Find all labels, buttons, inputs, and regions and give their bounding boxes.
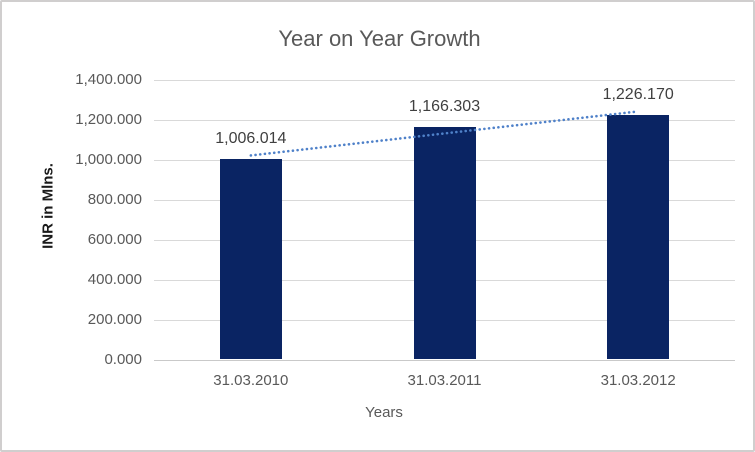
y-tick-label: 1,400.000	[75, 71, 142, 88]
gridline	[154, 119, 735, 121]
bar-series1-31.03.2011	[413, 126, 476, 359]
y-tick-label: 400.000	[87, 271, 142, 288]
x-tick-label: 31.03.2012	[600, 372, 676, 389]
x-axis-line	[154, 359, 735, 361]
y-tick-label: 1,200.000	[75, 111, 142, 128]
x-tick-label: 31.03.2010	[213, 372, 289, 389]
x-axis-title: Years	[365, 404, 403, 421]
chart-title: Year on Year Growth	[278, 26, 481, 51]
y-tick-label: 800.000	[87, 191, 142, 208]
y-tick-label: 1,000.000	[75, 151, 142, 168]
data-label: 1,226.170	[602, 85, 674, 103]
x-tick-label: 31.03.2011	[407, 372, 482, 389]
plot-area	[154, 79, 735, 361]
trendline	[249, 110, 640, 157]
data-label: 1,166.303	[408, 97, 481, 115]
y-tick-label: 0.000	[104, 351, 142, 368]
y-tick-label: 200.000	[87, 311, 142, 328]
gridline	[154, 79, 735, 81]
y-tick-label: 600.000	[87, 231, 142, 248]
data-label: 1,006.014	[215, 129, 287, 147]
bar-series1-31.03.2012	[607, 114, 670, 359]
trendline-layer	[249, 110, 640, 157]
bar-series1-31.03.2010	[219, 158, 282, 359]
